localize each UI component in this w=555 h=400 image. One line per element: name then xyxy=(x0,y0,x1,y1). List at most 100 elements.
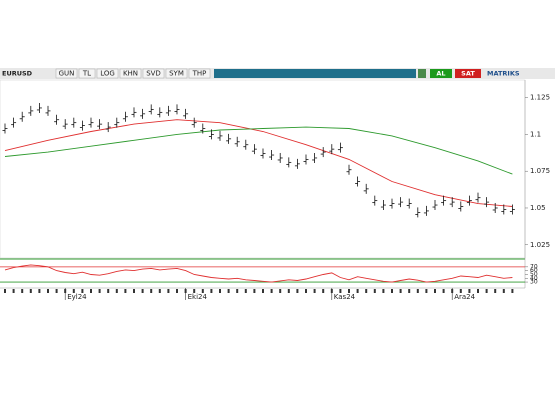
toolbar-button[interactable] xyxy=(188,68,211,79)
price-bar xyxy=(114,117,120,128)
x-tick xyxy=(296,289,299,293)
y-tick-label: 40 xyxy=(530,275,538,282)
x-tick xyxy=(12,289,15,293)
price-bar xyxy=(492,202,498,213)
x-tick xyxy=(339,289,342,293)
price-bar xyxy=(398,197,404,208)
x-tick xyxy=(98,289,101,293)
x-tick xyxy=(305,289,307,293)
price-bar xyxy=(62,119,68,130)
x-tick xyxy=(442,289,445,293)
x-tick xyxy=(279,289,282,293)
toolbar-button-label[interactable]: SVD xyxy=(146,70,161,78)
price-bar xyxy=(2,123,8,134)
x-tick xyxy=(416,289,419,293)
price-bar xyxy=(251,144,257,155)
x-tick xyxy=(313,289,316,293)
x-tick xyxy=(253,289,256,293)
price-bar xyxy=(415,207,421,218)
price-bar xyxy=(105,122,111,133)
toolbar-button[interactable] xyxy=(55,68,78,79)
symbol[interactable]: EURUSD xyxy=(2,70,33,78)
x-tick xyxy=(167,289,170,293)
price-bar xyxy=(329,144,335,155)
x-tick xyxy=(38,289,41,293)
x-tick xyxy=(193,289,196,293)
y-tick-label: 1.025 xyxy=(530,241,550,249)
x-tick xyxy=(236,289,239,293)
price-bar xyxy=(79,120,85,131)
x-tick xyxy=(382,289,385,293)
x-tick xyxy=(107,289,110,293)
price-bar xyxy=(484,197,490,208)
toolbar-button-label[interactable]: KHN xyxy=(123,70,138,78)
x-tick xyxy=(55,289,58,293)
x-tick xyxy=(158,289,161,293)
x-tick xyxy=(485,289,488,293)
x-tick xyxy=(502,289,505,293)
toolbar-button-label[interactable]: GUN xyxy=(59,70,75,78)
buy-label[interactable]: AL xyxy=(436,70,445,78)
x-tick-label: Ara24 xyxy=(454,293,475,301)
price-bar xyxy=(509,204,515,215)
toolbar-strip xyxy=(214,69,416,78)
sell-button[interactable] xyxy=(455,69,481,78)
price-bar xyxy=(71,117,77,128)
x-tick xyxy=(287,289,290,293)
price-bar xyxy=(458,201,464,212)
buy-button[interactable] xyxy=(430,69,452,78)
x-tick xyxy=(391,289,393,293)
price-bar xyxy=(303,154,309,165)
x-tick xyxy=(150,289,153,293)
price-bar xyxy=(54,114,60,125)
x-tick xyxy=(4,289,6,293)
price-bar xyxy=(389,198,395,209)
toolbar-button-label[interactable]: SYM xyxy=(169,70,184,78)
x-tick xyxy=(494,289,497,293)
toolbar-button-label[interactable]: LOG xyxy=(100,70,115,78)
price-bar xyxy=(122,111,128,122)
x-tick xyxy=(459,289,462,293)
price-bar xyxy=(45,105,51,116)
toolbar-button[interactable] xyxy=(142,68,165,79)
price-bar xyxy=(355,176,361,187)
price-bar xyxy=(174,104,180,115)
price-bar xyxy=(36,102,42,113)
icon[interactable] xyxy=(418,69,426,78)
toolbar-button-label[interactable]: THP xyxy=(192,70,207,78)
toolbar-button[interactable] xyxy=(165,68,188,79)
price-bar xyxy=(19,111,25,122)
x-tick xyxy=(201,289,204,293)
toolbar-button[interactable] xyxy=(96,68,119,79)
moving-average xyxy=(4,126,513,175)
price-bar xyxy=(501,204,507,215)
price-bar xyxy=(200,123,206,134)
x-tick xyxy=(356,289,359,293)
price-bar xyxy=(294,158,300,169)
y-tick-label: 30 xyxy=(530,279,538,286)
price-bar xyxy=(183,108,189,119)
price-bar xyxy=(432,200,438,211)
brand: MATRIKS xyxy=(487,70,520,78)
toolbar-button-label[interactable]: TL xyxy=(82,70,91,78)
y-tick-label: 1.1 xyxy=(530,130,541,138)
x-tick xyxy=(399,289,402,293)
price-bar xyxy=(11,117,17,128)
price-bar xyxy=(131,107,137,118)
toolbar: EURUSD AL SAT MATRIKS xyxy=(0,68,555,79)
price-bar xyxy=(226,133,232,144)
x-tick xyxy=(29,289,32,293)
price-bar xyxy=(243,139,249,150)
y-tick-label: 70 xyxy=(530,263,538,270)
price-bar xyxy=(157,107,163,118)
x-tick xyxy=(373,289,376,293)
sell-label[interactable]: SAT xyxy=(461,70,475,78)
moving-average xyxy=(4,119,513,207)
price-bar xyxy=(217,130,223,141)
toolbar-button[interactable] xyxy=(78,68,96,79)
toolbar-button[interactable] xyxy=(119,68,142,79)
x-tick xyxy=(90,289,92,293)
price-bar xyxy=(88,117,94,128)
price-bar xyxy=(260,148,266,159)
